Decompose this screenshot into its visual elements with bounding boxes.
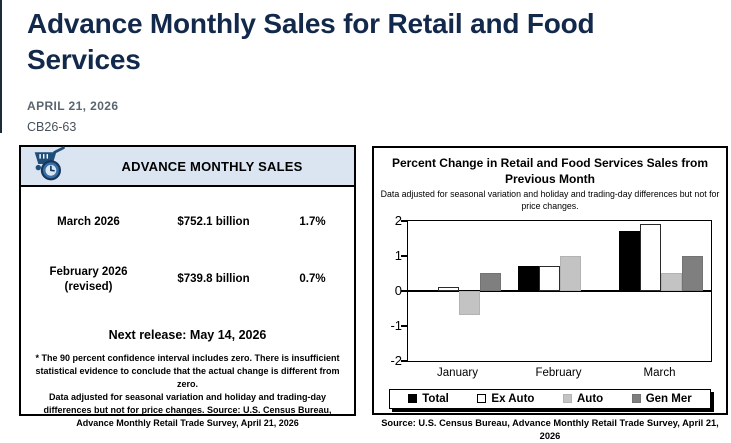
legend-item-total: Total xyxy=(408,393,449,405)
y-tick-mark xyxy=(401,290,408,292)
period-label: February 2026 (revised) xyxy=(21,265,156,296)
page-title: Advance Monthly Sales for Retail and Foo… xyxy=(27,6,711,78)
legend-swatch-total xyxy=(408,394,417,403)
bar-total-february xyxy=(518,266,539,291)
sales-row-march: March 2026 $752.1 billion 1.7% xyxy=(21,215,354,231)
y-tick-mark xyxy=(401,360,408,362)
x-axis-label-march: March xyxy=(609,367,710,379)
chart-legend: Total Ex Auto Auto Gen Mer xyxy=(389,389,711,409)
bar-auto-january xyxy=(459,291,480,316)
legend-item-auto: Auto xyxy=(563,393,603,405)
legend-label-total: Total xyxy=(422,393,449,405)
release-date: APRIL 21, 2026 xyxy=(27,99,711,113)
sales-value: $739.8 billion xyxy=(156,272,271,288)
bar-total-march xyxy=(619,231,640,291)
source-footnote: Data adjusted for seasonal variation and… xyxy=(28,391,347,430)
legend-label-gen-mer: Gen Mer xyxy=(646,393,692,405)
y-tick-label: -1 xyxy=(378,318,402,334)
masthead: Advance Monthly Sales for Retail and Foo… xyxy=(0,0,731,134)
cart-clock-icon xyxy=(30,146,70,187)
legend-item-gen-mer: Gen Mer xyxy=(632,393,692,405)
sales-value: $752.1 billion xyxy=(156,215,271,231)
legend-swatch-ex-auto xyxy=(477,394,486,403)
bar-ex-auto-february xyxy=(539,266,560,291)
x-axis-label-february: February xyxy=(508,367,609,379)
next-release-note: Next release: May 14, 2026 xyxy=(21,328,354,342)
y-tick-label: 1 xyxy=(378,248,402,264)
chart-source: Source: U.S. Census Bureau, Advance Mont… xyxy=(374,417,726,443)
sales-box-header: ADVANCE MONTHLY SALES xyxy=(21,147,354,187)
y-tick-label: 2 xyxy=(378,213,402,229)
advance-monthly-sales-box: ADVANCE MONTHLY SALES March 2026 $752.1 … xyxy=(19,145,356,416)
y-tick-label: 0 xyxy=(378,283,402,299)
bar-gen-mer-march xyxy=(682,256,703,291)
legend-swatch-auto xyxy=(563,394,572,403)
confidence-footnote: * The 90 percent confidence interval inc… xyxy=(28,352,347,391)
y-tick-mark xyxy=(401,325,408,327)
page-left-edge-line xyxy=(0,0,2,133)
y-tick-mark xyxy=(401,255,408,257)
release-number: CB26-63 xyxy=(27,120,711,134)
period-label: March 2026 xyxy=(21,215,156,231)
y-tick-mark xyxy=(401,220,408,222)
percent-change-chart-box: Percent Change in Retail and Food Servic… xyxy=(372,146,728,415)
bar-auto-march xyxy=(661,273,682,291)
bar-ex-auto-january xyxy=(438,287,459,291)
sales-box-title: ADVANCE MONTHLY SALES xyxy=(70,159,354,174)
period-label-note: (revised) xyxy=(21,280,156,296)
percent-change: 0.7% xyxy=(271,272,354,288)
sales-footnotes: * The 90 percent confidence interval inc… xyxy=(21,352,354,430)
bar-gen-mer-january xyxy=(480,273,501,291)
period-label-text: February 2026 xyxy=(21,265,156,281)
legend-item-ex-auto: Ex Auto xyxy=(477,393,534,405)
chart-title: Percent Change in Retail and Food Servic… xyxy=(385,156,715,187)
x-axis-label-january: January xyxy=(407,367,508,379)
sales-row-february: February 2026 (revised) $739.8 billion 0… xyxy=(21,265,354,296)
legend-swatch-gen-mer xyxy=(632,394,641,403)
bar-ex-auto-march xyxy=(640,224,661,291)
legend-label-auto: Auto xyxy=(577,393,603,405)
bar-auto-february xyxy=(560,256,581,291)
y-tick-label: -2 xyxy=(378,353,402,369)
legend-label-ex-auto: Ex Auto xyxy=(491,393,534,405)
chart-subtitle: Data adjusted for seasonal variation and… xyxy=(378,189,722,213)
percent-change: 1.7% xyxy=(271,215,354,231)
